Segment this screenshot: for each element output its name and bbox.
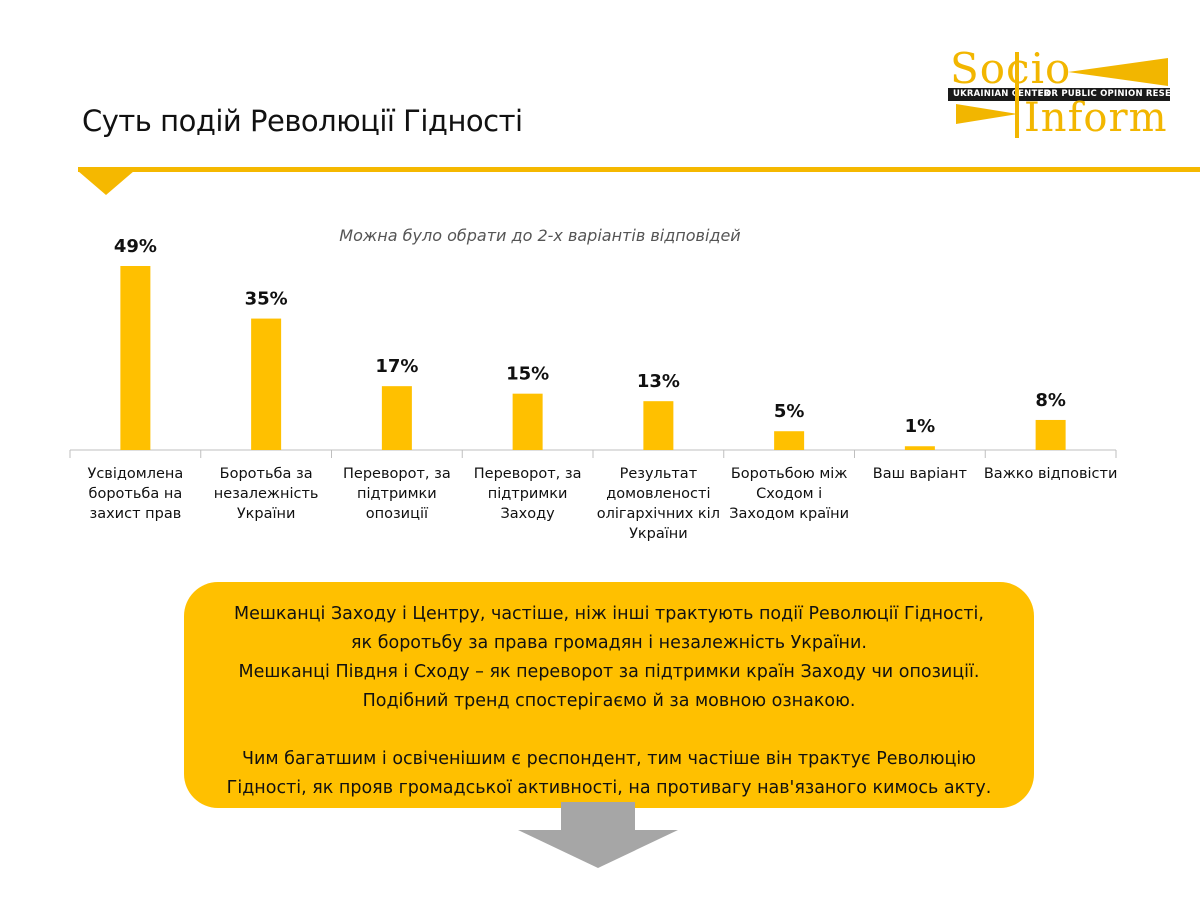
logo-wedge-shape <box>1068 58 1168 86</box>
x-tick-label: Переворот, за підтримки опозиції <box>343 466 451 522</box>
page-title: Суть подій Революції Гідності <box>82 104 523 138</box>
callout-line: Чим багатшим і освіченішим є респондент,… <box>242 749 976 769</box>
chart-bar <box>774 431 805 450</box>
bar-value-label: 5% <box>774 401 805 422</box>
chart-bar <box>512 393 543 450</box>
bar-value-label: 49% <box>114 236 157 257</box>
bar-chart: 49% Усвідомлена боротьба на захист прав 35% Б… <box>69 236 1118 542</box>
logo-band-right: FOR PUBLIC OPINION RESEARCH <box>1038 89 1199 99</box>
chart-bar <box>120 266 151 450</box>
chart-bar <box>643 401 674 450</box>
logo-word-inform: Inform <box>1024 95 1168 141</box>
header-rule <box>78 167 1200 172</box>
x-tick-label: Переворот, за підтримки Заходу <box>474 466 582 522</box>
chart-bar <box>904 446 935 450</box>
bar-value-label: 8% <box>1035 390 1066 411</box>
x-tick-label: Результат домовленості олігархічних кіл Укр… <box>597 466 720 542</box>
bar-value-label: 35% <box>245 289 288 310</box>
socioinform-logo: Socio UKRAINIAN CENTER FOR PUBLIC OPINIO… <box>948 44 1198 146</box>
bar-value-label: 15% <box>506 364 549 385</box>
callout-line: Мешканці Заходу і Центру, частіше, ніж і… <box>234 604 984 624</box>
chart-subtitle: Можна було обрати до 2-х варіантів відпо… <box>339 226 741 245</box>
down-arrow-icon <box>518 830 678 868</box>
callout-line: Гідності, як прояв громадської активност… <box>226 778 992 798</box>
down-arrow-shaft <box>561 802 635 832</box>
x-tick-label: Ваш варіант <box>873 466 968 482</box>
x-tick-label: Важко відповісти <box>984 466 1118 482</box>
chart-bar <box>381 386 412 450</box>
x-tick-label: Боротьба за незалежність України <box>214 466 319 522</box>
chart-bar <box>251 318 282 450</box>
logo-cross-bar <box>1015 52 1019 138</box>
summary-callout: Мешканці Заходу і Центру, частіше, ніж і… <box>184 582 1034 808</box>
bar-value-label: 1% <box>905 416 936 437</box>
callout-line: Подібний тренд спостерігаємо й за мовною… <box>362 691 856 711</box>
x-tick-label: Боротьбою між Сходом і Заходом країни <box>729 466 849 522</box>
chart-bar <box>1035 419 1066 450</box>
callout-line: як боротьбу за права громадян і незалежн… <box>351 633 867 653</box>
x-tick-label: Усвідомлена боротьба на захист прав <box>87 466 183 522</box>
logo-band: UKRAINIAN CENTER FOR PUBLIC OPINION RESE… <box>948 88 1198 101</box>
logo-word-socio: Socio <box>950 44 1072 93</box>
callout-line: Мешканці Півдня і Сходу – як переворот з… <box>238 662 980 682</box>
logo-band-left: UKRAINIAN CENTER <box>953 89 1051 99</box>
header-rule-pointer <box>78 171 134 195</box>
bar-value-label: 13% <box>637 371 680 392</box>
logo-wedge-shape-lower <box>956 104 1018 124</box>
bar-value-label: 17% <box>375 356 418 377</box>
